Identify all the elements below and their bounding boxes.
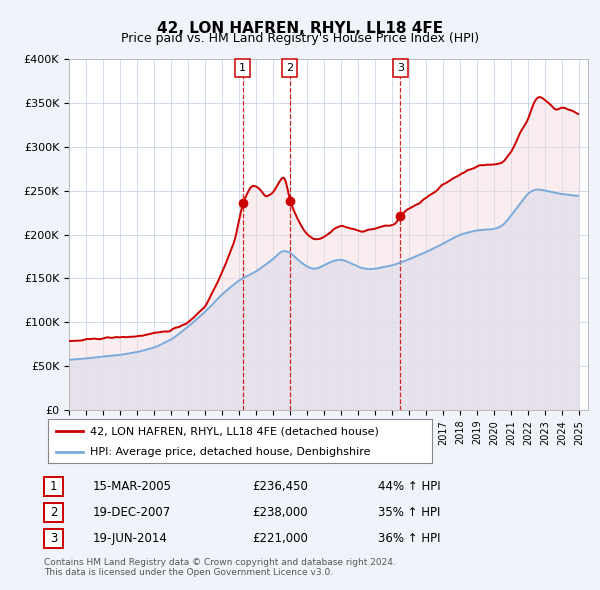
Text: 1: 1 [50,480,57,493]
Text: Contains HM Land Registry data © Crown copyright and database right 2024.
This d: Contains HM Land Registry data © Crown c… [44,558,395,577]
Text: HPI: Average price, detached house, Denbighshire: HPI: Average price, detached house, Denb… [90,447,371,457]
Text: 19-DEC-2007: 19-DEC-2007 [93,506,171,519]
Text: Price paid vs. HM Land Registry's House Price Index (HPI): Price paid vs. HM Land Registry's House … [121,32,479,45]
Text: 2: 2 [50,506,57,519]
Text: 44% ↑ HPI: 44% ↑ HPI [378,480,440,493]
Text: 3: 3 [397,63,404,73]
Text: 3: 3 [50,532,57,545]
Text: 36% ↑ HPI: 36% ↑ HPI [378,532,440,545]
Text: £221,000: £221,000 [252,532,308,545]
Text: 2: 2 [286,63,293,73]
Text: 42, LON HAFREN, RHYL, LL18 4FE (detached house): 42, LON HAFREN, RHYL, LL18 4FE (detached… [90,427,379,436]
Text: £236,450: £236,450 [252,480,308,493]
Text: 19-JUN-2014: 19-JUN-2014 [93,532,168,545]
Text: 35% ↑ HPI: 35% ↑ HPI [378,506,440,519]
Text: 42, LON HAFREN, RHYL, LL18 4FE: 42, LON HAFREN, RHYL, LL18 4FE [157,21,443,35]
Text: 1: 1 [239,63,246,73]
Text: 15-MAR-2005: 15-MAR-2005 [93,480,172,493]
Text: £238,000: £238,000 [252,506,308,519]
